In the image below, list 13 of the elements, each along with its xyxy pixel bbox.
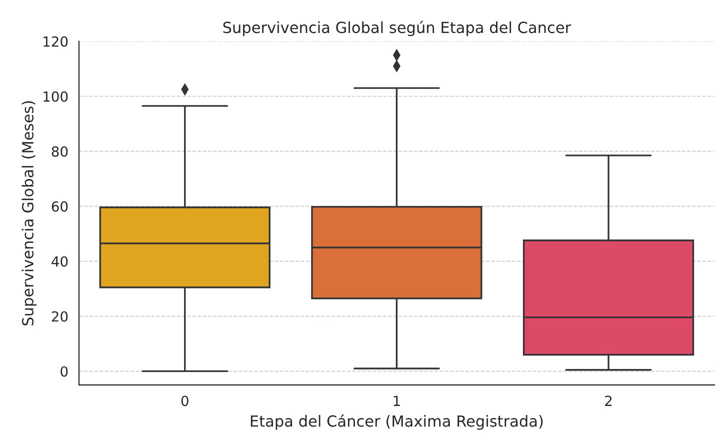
x-axis-title: Etapa del Cáncer (Maxima Registrada) [250, 414, 543, 430]
y-tick-label: 100 [44, 91, 68, 102]
chart-title: Supervivencia Global según Etapa del Cancer [223, 20, 572, 36]
y-axis-title: Supervivencia Global (Meses) [22, 101, 36, 326]
y-tick-label: 120 [44, 36, 68, 47]
y-tick-label: 80 [52, 146, 68, 157]
x-tick-label: 0 [181, 396, 188, 406]
x-tick-label: 1 [394, 396, 400, 406]
y-tick-label: 0 [60, 366, 68, 377]
x-tick-label: 2 [605, 396, 612, 406]
y-tick-label: 60 [52, 201, 68, 212]
y-tick-label: 20 [52, 311, 68, 322]
y-tick-label: 40 [52, 256, 68, 267]
